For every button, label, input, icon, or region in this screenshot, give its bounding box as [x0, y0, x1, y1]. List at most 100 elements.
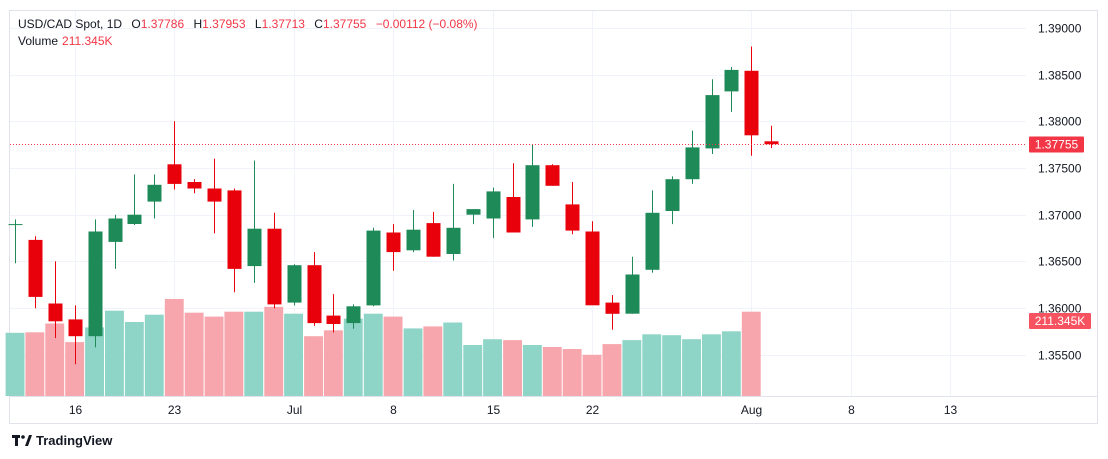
volume-bar: [602, 344, 622, 396]
candle-body: [147, 184, 162, 202]
candle-body: [68, 319, 83, 337]
time-axis[interactable]: 16 23 Jul 8 15 22 Aug 8 13: [69, 403, 958, 417]
close-label: C: [314, 17, 323, 31]
candle: [545, 164, 560, 186]
candle: [466, 209, 481, 225]
candle-body: [48, 303, 63, 322]
price-tick-label: 1.36000: [1038, 302, 1082, 316]
price-tick-label: 1.35500: [1038, 349, 1082, 363]
candle-body: [506, 197, 521, 233]
candle: [68, 305, 83, 365]
candle-body: [545, 165, 560, 186]
volume-bar: [184, 312, 204, 396]
volume-bar: [483, 339, 502, 396]
candle: [605, 295, 620, 330]
candle-body: [386, 232, 401, 253]
volume-bar: [144, 314, 164, 396]
volume-bar: [542, 347, 562, 396]
chart-legend: USD/CAD Spot, 1D O1.37786 H1.37953 L1.37…: [18, 16, 478, 50]
volume-title[interactable]: Volume: [18, 34, 59, 48]
candle: [665, 176, 680, 225]
volume-bar: [741, 311, 761, 396]
volume-bar: [124, 322, 144, 396]
volume-value: 211.345K: [62, 34, 113, 48]
time-tick-label: 22: [586, 403, 600, 417]
candle: [426, 211, 441, 257]
volume-row: Volume 211.345K: [18, 33, 478, 50]
candle-body: [28, 239, 43, 297]
candle-body: [605, 302, 620, 314]
volume-bar: [85, 327, 104, 396]
low-label: L: [254, 17, 262, 31]
candle: [625, 256, 640, 314]
candle: [307, 252, 322, 326]
change-value: −0.00112 (−0.08%): [375, 17, 478, 31]
price-tick-label: 1.38000: [1038, 115, 1082, 129]
candle: [48, 261, 63, 339]
candle: [247, 160, 262, 283]
open-value: 1.37786: [140, 17, 185, 31]
candle-body: [187, 182, 202, 189]
symbol-title[interactable]: USD/CAD Spot, 1D: [18, 17, 123, 31]
candle: [28, 236, 43, 309]
candle-body: [88, 231, 103, 337]
volume-bar: [284, 313, 303, 396]
volume-bar: [244, 311, 264, 396]
chart-frame: [9, 10, 1098, 424]
tradingview-name: TradingView: [36, 433, 113, 448]
volume-bar: [622, 340, 642, 396]
candle: [8, 219, 23, 264]
price-tick-label: 1.39000: [1038, 22, 1082, 36]
volume-bar: [304, 336, 323, 396]
volume-bar: [164, 299, 184, 396]
time-tick-label: 8: [848, 403, 855, 417]
candle-body: [167, 164, 182, 184]
volume-bar: [224, 311, 244, 396]
candle: [127, 174, 142, 225]
volume-bar: [721, 331, 741, 396]
tradingview-logo-icon: [12, 434, 32, 446]
open-label: O: [131, 17, 141, 31]
candle: [705, 79, 720, 154]
volume-bar: [403, 328, 423, 396]
candle-series: [8, 46, 779, 365]
volume-bar: [662, 335, 682, 396]
candle: [506, 163, 521, 233]
candle-body: [705, 95, 720, 149]
price-axis[interactable]: 1.39000 1.38500 1.38000 1.37500 1.37000 1.365…: [1038, 22, 1082, 363]
candle-body: [247, 228, 262, 267]
candle-body: [366, 230, 381, 306]
candle: [227, 188, 242, 293]
candle-body: [724, 69, 739, 92]
candle: [346, 304, 361, 329]
candle: [88, 219, 103, 348]
candle: [764, 125, 779, 149]
candle-body: [446, 227, 461, 254]
high-label: H: [193, 17, 203, 31]
candle-body: [207, 188, 222, 202]
branding[interactable]: TradingView: [12, 433, 112, 448]
candle: [287, 264, 302, 306]
volume-bar: [383, 316, 403, 396]
candle: [744, 46, 759, 156]
low-value: 1.37713: [261, 17, 305, 31]
volume-bar: [343, 318, 363, 396]
volume-bar: [363, 313, 383, 396]
candle: [486, 187, 501, 239]
candle-body: [267, 228, 282, 305]
time-tick-label: 16: [69, 403, 83, 417]
candle: [267, 212, 282, 309]
volume-bar: [682, 339, 701, 396]
close-value: 1.37755: [322, 17, 367, 31]
candle: [386, 224, 401, 271]
volume-bar: [702, 334, 721, 396]
volume-bar: [423, 326, 443, 396]
candle-body: [486, 191, 501, 219]
volume-bar: [105, 310, 124, 396]
volume-bar: [443, 322, 463, 396]
candle: [446, 183, 461, 261]
last-price-label: 1.37755: [1029, 136, 1084, 153]
candle-body: [645, 212, 660, 270]
candle-body: [307, 265, 322, 324]
